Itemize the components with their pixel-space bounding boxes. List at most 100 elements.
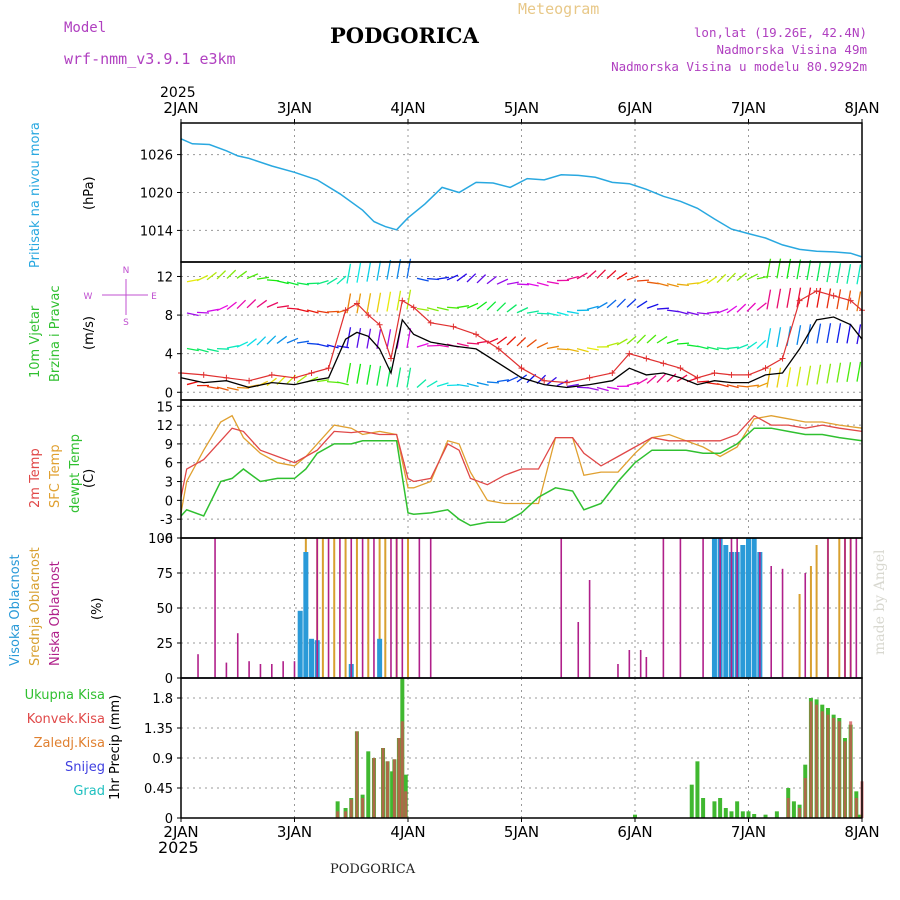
wind-arrow xyxy=(316,310,330,314)
legend-total: Ukupna Kisa xyxy=(24,688,105,703)
wind-arrow xyxy=(796,325,802,346)
panel-frame xyxy=(180,677,863,819)
wind-arrow xyxy=(726,346,739,350)
wind-arrow xyxy=(296,308,309,313)
wind-arrow xyxy=(216,386,229,391)
wind-arrow xyxy=(186,380,199,386)
precip-total-bar xyxy=(633,814,637,818)
wind-arrow xyxy=(716,308,729,314)
wind-arrow xyxy=(796,287,802,308)
pressure-y-tick-label: 1026 xyxy=(140,149,173,164)
wind-arrow xyxy=(266,377,277,387)
wind-arrow xyxy=(186,278,199,283)
wind-arrow xyxy=(456,342,469,347)
wind-arrow xyxy=(616,272,628,280)
gust-marker xyxy=(308,369,315,376)
wind-arrow xyxy=(226,345,239,349)
wind-arrow xyxy=(326,310,340,313)
wind-y-tick-label: 12 xyxy=(156,270,173,285)
wind-arrow xyxy=(276,280,289,285)
precip-total-bar xyxy=(740,811,745,818)
low-cloud-bar xyxy=(339,538,341,678)
low-cloud-bar xyxy=(855,538,858,678)
wind-arrow xyxy=(646,303,659,309)
wind-arrow xyxy=(366,364,372,385)
pressure-y-tick-label: 1020 xyxy=(140,187,173,202)
wind-arrow xyxy=(606,386,619,390)
wind-arrow xyxy=(286,307,300,310)
wind-arrow xyxy=(806,365,812,386)
mid-cloud-bar xyxy=(355,538,358,678)
low-cloud-bar xyxy=(390,538,392,678)
day-label-top: 2JAN xyxy=(163,99,198,117)
wind-arrow xyxy=(586,305,599,311)
wind-arrow xyxy=(666,338,679,344)
mid-cloud-bar xyxy=(798,594,801,678)
wind-arrow xyxy=(746,341,758,350)
wind-arrow xyxy=(766,367,772,388)
day-label-bottom: 3JAN xyxy=(277,823,312,841)
gust-marker xyxy=(762,365,769,372)
wind-arrow xyxy=(446,306,460,309)
wind-arrow xyxy=(666,373,677,383)
precip-conv-bar xyxy=(832,718,836,818)
wind-direction-arrows xyxy=(186,258,862,392)
precip-conv-bar xyxy=(854,798,858,818)
wind-arrow xyxy=(356,363,362,384)
low-cloud-bar xyxy=(577,622,580,678)
wind-arrow xyxy=(236,299,247,310)
wind-arrow xyxy=(616,338,628,346)
low-cloud-bar xyxy=(736,538,738,678)
wind-arrow xyxy=(206,385,219,390)
wind-arrow xyxy=(846,263,852,284)
precip-total-bar xyxy=(390,771,395,818)
meteogram-label: Meteogram xyxy=(518,0,600,18)
wind-arrow xyxy=(596,386,609,392)
wind-arrow xyxy=(326,277,338,285)
wind-arrow xyxy=(236,270,248,279)
wind-arrow xyxy=(296,374,308,384)
wind-arrow xyxy=(426,380,438,388)
wind-arrow xyxy=(376,365,382,386)
wind-arrow xyxy=(546,312,559,317)
compass-w: W xyxy=(84,292,93,302)
temp-y-tick-label: 6 xyxy=(165,457,173,472)
wind-arrow xyxy=(716,383,729,388)
low-cloud-bar xyxy=(316,538,318,678)
wind-arrow xyxy=(686,311,699,316)
wind-arrow xyxy=(406,289,412,310)
wind-arrow xyxy=(506,336,517,346)
legend-conv: Konvek.Kisa xyxy=(26,712,105,727)
gust-marker xyxy=(473,331,480,338)
wind-arrow xyxy=(416,307,429,312)
gust-marker xyxy=(563,379,570,386)
precip-total-bar xyxy=(763,814,768,818)
gust-marker xyxy=(796,297,803,304)
day-label-bottom: 7JAN xyxy=(731,823,766,841)
low-cloud-bar xyxy=(781,568,784,678)
precip-conv-bar xyxy=(349,799,353,818)
low-cloud-bar xyxy=(702,538,704,678)
wind-arrow xyxy=(606,342,619,347)
wind-arrow xyxy=(596,269,606,279)
wind-arrow xyxy=(296,282,310,286)
wind-arrow xyxy=(706,346,719,351)
precip-conv-bar xyxy=(843,741,847,818)
wind-arrow xyxy=(776,367,782,388)
precip-conv-bar xyxy=(392,759,396,818)
wind-arrow xyxy=(636,377,648,385)
wind-arrow xyxy=(736,343,749,350)
precip-conv-bar xyxy=(400,721,404,818)
wind-arrow xyxy=(606,299,617,309)
wind-arrow xyxy=(696,312,709,315)
gust-marker xyxy=(291,374,298,381)
temp-y-tick-label: 3 xyxy=(165,476,173,491)
wind-arrow xyxy=(426,277,440,281)
day-label-bottom: 2JAN xyxy=(163,823,198,841)
wind-arrow xyxy=(566,310,579,315)
gust-marker xyxy=(779,355,786,362)
wind-arrow xyxy=(486,275,497,285)
wind-arrow xyxy=(346,263,352,284)
gust-marker xyxy=(399,297,406,304)
wind-arrow xyxy=(246,338,257,347)
